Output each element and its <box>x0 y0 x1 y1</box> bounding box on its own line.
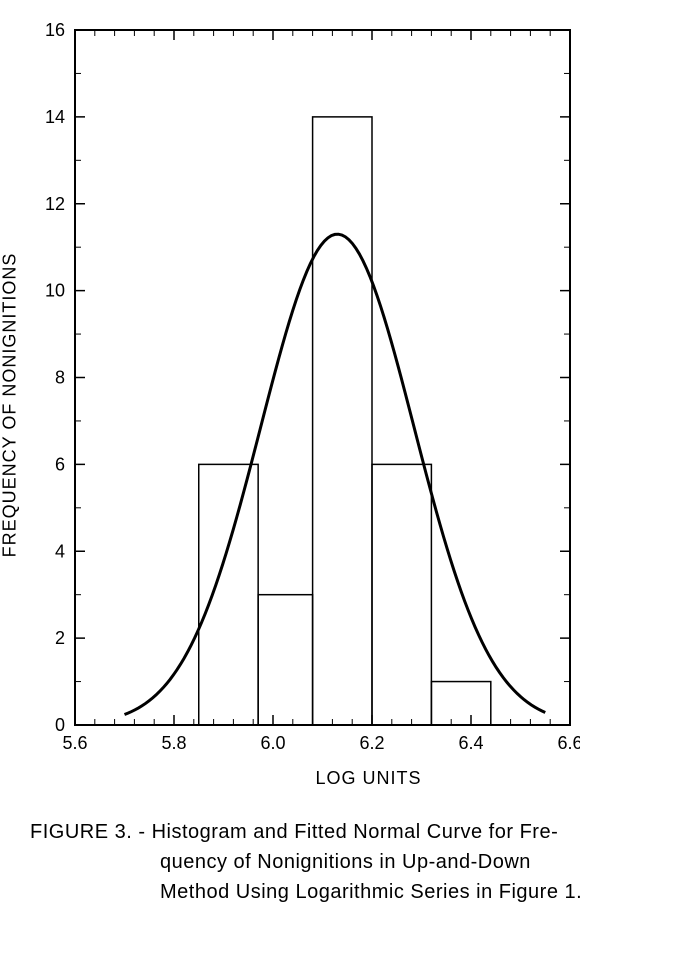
svg-text:4: 4 <box>55 541 65 561</box>
caption-line2: quency of Nonignitions in Up-and-Down <box>30 847 657 877</box>
histogram-chart: 5.6 5.8 6.0 6.2 6.4 6.6 0 2 4 6 8 10 12 14 16 <box>20 20 580 760</box>
x-axis-label: LOG UNITS <box>70 768 667 789</box>
caption-line3: Method Using Logarithmic Series in Figur… <box>30 877 657 907</box>
svg-text:12: 12 <box>45 194 65 214</box>
svg-text:5.8: 5.8 <box>161 733 186 753</box>
caption-sep: - <box>132 821 151 843</box>
svg-text:14: 14 <box>45 107 65 127</box>
figure-caption: FIGURE 3. - Histogram and Fitted Normal … <box>20 817 667 907</box>
svg-text:10: 10 <box>45 281 65 301</box>
y-axis-label: FREQUENCY OF NONIGNITIONS <box>0 252 21 557</box>
svg-text:0: 0 <box>55 715 65 735</box>
caption-line1: Histogram and Fitted Normal Curve for Fr… <box>152 821 559 843</box>
svg-text:8: 8 <box>55 368 65 388</box>
svg-text:2: 2 <box>55 628 65 648</box>
chart-wrap: FREQUENCY OF NONIGNITIONS 5.65.86.06.26.… <box>20 20 667 789</box>
figure-container: FREQUENCY OF NONIGNITIONS 5.65.86.06.26.… <box>20 20 667 907</box>
svg-text:6.2: 6.2 <box>359 733 384 753</box>
svg-text:6.0: 6.0 <box>260 733 285 753</box>
svg-text:16: 16 <box>45 20 65 40</box>
svg-text:6.6: 6.6 <box>557 733 580 753</box>
caption-label: FIGURE 3. <box>30 821 132 843</box>
svg-text:5.6: 5.6 <box>62 733 87 753</box>
svg-text:6: 6 <box>55 454 65 474</box>
svg-text:6.4: 6.4 <box>458 733 483 753</box>
